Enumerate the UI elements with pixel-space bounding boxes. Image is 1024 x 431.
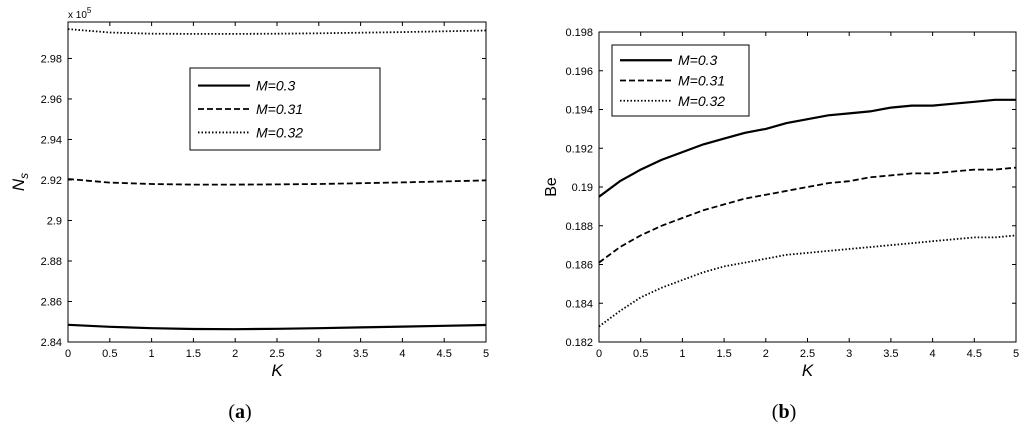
legend-label: M=0.31 [678,73,725,89]
y-tick-label: 0.198 [565,27,593,39]
x-tick-label: 3 [316,348,322,360]
x-tick-label: 5 [1013,348,1019,360]
x-tick-label: 5 [483,348,489,360]
panel-label: (a) [228,401,251,423]
y-tick-label: 0.192 [565,143,593,155]
y-axis-label: Be [543,177,560,197]
series-line-m-0-31 [67,178,487,186]
chart-a: 0 0.5 1 1.5 2 2.5 3 3.5 4 4.5 5 2.84 2.86 2.88 2.9 2.92… [9,6,489,423]
legend-label: M=0.32 [256,124,303,140]
panel-label: (b) [772,401,796,423]
series-line-m-0-3 [598,98,1016,198]
x-tick-label: 1.5 [716,348,731,360]
series-line-m-0-3 [67,323,487,331]
x-tick-label: 4 [399,348,405,360]
y-tick-label: 0.188 [565,221,593,233]
y-tick-label: 2.94 [41,134,62,146]
x-tick-label: 4 [930,348,936,360]
x-tick-label: 3.5 [883,348,898,360]
series-line-m-0-32 [67,28,487,35]
x-tick-label: 1 [149,348,155,360]
y-tick-label: 2.96 [41,94,62,106]
panel-letter: b [778,401,789,423]
y-axis-label: Ns [9,173,31,191]
x-tick-label: 2 [763,348,769,360]
y-axis-label-subscript: s [17,173,31,179]
y-tick-label: 0.19 [572,182,593,194]
y-tick-label: 2.84 [41,337,62,349]
x-tick-label: 3 [846,348,852,360]
legend-label: M=0.3 [678,52,718,68]
y-tick-label: 0.184 [565,298,593,310]
y-multiplier: x 105 [68,6,92,21]
y-tick-label: 2.86 [41,296,62,308]
x-tick-label: 2 [232,348,238,360]
x-tick-label: 0.5 [102,348,117,360]
series-line-m-0-32 [598,234,1017,328]
x-tick-label: 0.5 [633,348,648,360]
x-tick-label: 3.5 [353,348,368,360]
chart-b: 0 0.5 1 1.5 2 2.5 3 3.5 4 4.5 5 0.182 0.184 0.186 0.18… [543,27,1019,423]
y-tick-label: 0.194 [565,105,593,117]
series-line-m-0-31 [598,166,1017,264]
legend-label: M=0.31 [256,101,303,117]
y-tick-label: 0.186 [565,260,593,272]
x-axis-label: K [802,361,814,380]
x-tick-label: 4.5 [437,348,452,360]
x-tick-label: 0 [596,348,602,360]
y-tick-label: 2.88 [41,256,62,268]
x-tick-label: 4.5 [967,348,982,360]
legend-label: M=0.32 [678,93,725,109]
x-tick-label: 2.5 [800,348,815,360]
y-tick-label: 0.182 [565,337,593,349]
legend-label: M=0.3 [256,78,296,94]
x-tick-label: 1.5 [186,348,201,360]
x-tick-label: 1 [679,348,685,360]
y-tick-label: 2.9 [47,215,62,227]
panel-letter: a [235,401,245,423]
x-tick-label: 0 [65,348,71,360]
x-axis-label: K [271,361,283,380]
y-tick-label: 2.92 [41,175,62,187]
x-tick-label: 2.5 [269,348,284,360]
y-tick-label: 0.196 [565,66,593,78]
y-tick-label: 2.98 [41,53,62,65]
y-multiplier-exponent: 5 [87,6,92,15]
